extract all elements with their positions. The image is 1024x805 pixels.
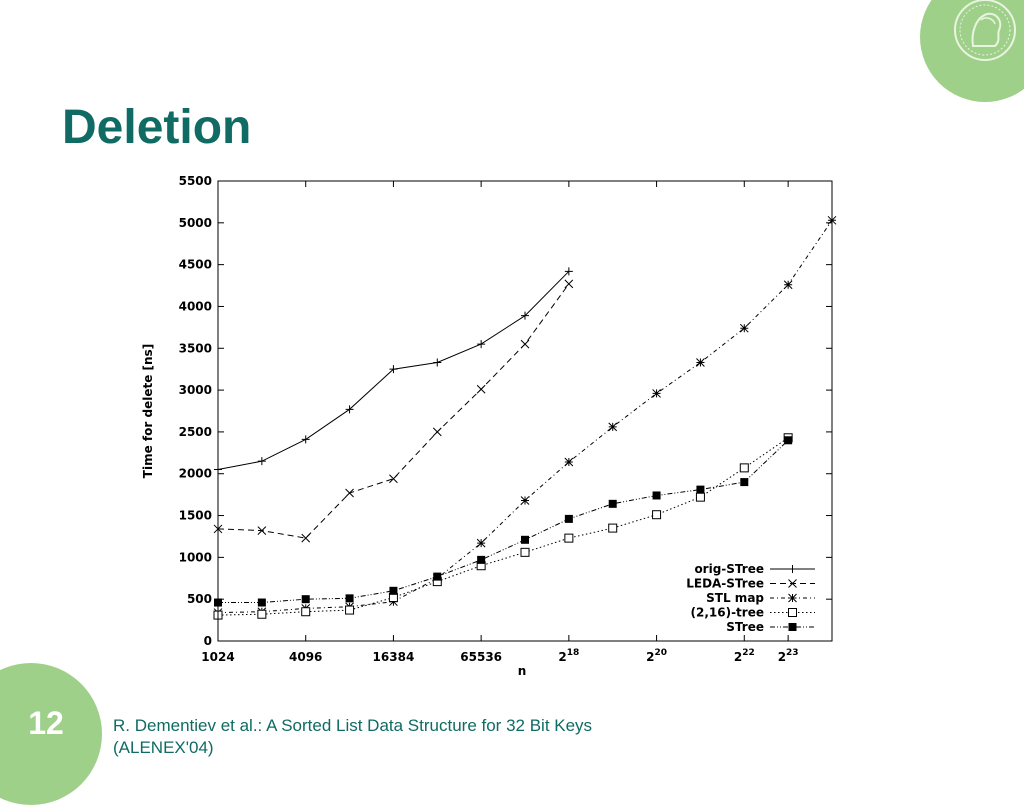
legend-marker <box>788 593 797 603</box>
x-tick-label: 220 <box>646 648 667 664</box>
data-point <box>652 491 661 500</box>
series-line <box>218 439 789 603</box>
y-tick-label: 0 <box>204 634 212 648</box>
y-tick-label: 1000 <box>179 550 212 564</box>
legend-label: (2,16)-tree <box>691 606 765 620</box>
x-tick-label: 218 <box>558 648 579 664</box>
x-axis-ticks: 1024 4096 16384 65536 218 220 222 223 <box>201 181 799 664</box>
data-point <box>257 598 266 607</box>
y-tick-label: 5000 <box>179 216 212 230</box>
data-point <box>608 523 618 533</box>
data-point <box>345 488 354 498</box>
data-point <box>301 595 310 604</box>
data-point <box>564 267 573 276</box>
data-point <box>389 474 398 484</box>
data-point <box>696 358 705 367</box>
deletion-time-chart: 0 500 1000 1500 2000 2500 3000 3500 4000 4500 5000… <box>141 174 837 678</box>
y-tick-label: 2500 <box>179 425 212 439</box>
footer-reference: R. Dementiev et al.: A Sorted List Data … <box>113 715 733 759</box>
data-point <box>389 586 398 595</box>
legend-label: STL map <box>706 591 764 605</box>
data-point <box>433 358 442 367</box>
y-tick-label: 3000 <box>179 383 212 397</box>
data-point <box>301 435 310 444</box>
y-tick-label: 5500 <box>179 174 212 188</box>
y-tick-label: 2000 <box>179 467 212 481</box>
x-tick-label: 4096 <box>289 650 322 664</box>
data-point <box>739 463 749 473</box>
data-point <box>257 609 267 619</box>
data-point <box>564 457 574 467</box>
data-point <box>476 384 486 394</box>
data-point <box>433 572 442 581</box>
data-point <box>696 485 705 494</box>
data-point <box>564 279 574 289</box>
footer-reference-line1: R. Dementiev et al.: A Sorted List Data … <box>113 716 593 735</box>
data-point <box>564 533 574 543</box>
x-tick-label: 223 <box>778 648 799 664</box>
page-number: 12 <box>28 705 64 741</box>
data-point <box>608 499 617 508</box>
data-point <box>784 436 793 445</box>
series-4 <box>213 433 793 620</box>
legend-label: STree <box>726 620 764 634</box>
legend-marker <box>788 565 797 573</box>
data-point <box>345 594 354 603</box>
data-point <box>520 547 530 557</box>
footer-reference-line2: (ALENEX'04) <box>113 738 214 757</box>
y-axis-label: Time for delete [ns] <box>141 344 155 478</box>
data-point <box>301 533 311 543</box>
y-tick-label: 500 <box>187 592 212 606</box>
legend-marker <box>788 579 797 588</box>
y-tick-label: 4500 <box>179 258 212 272</box>
y-tick-label: 3500 <box>179 341 212 355</box>
data-point <box>520 496 530 505</box>
data-point <box>432 427 442 437</box>
series-2 <box>213 279 574 543</box>
data-point <box>301 607 311 617</box>
data-point <box>345 605 355 615</box>
data-point <box>521 311 529 320</box>
seal-portrait-icon <box>954 0 1016 61</box>
x-tick-label: 1024 <box>201 650 234 664</box>
data-point <box>520 339 530 349</box>
plot-frame <box>217 180 833 642</box>
data-point <box>389 365 398 374</box>
data-point <box>652 510 662 520</box>
data-point <box>257 457 266 466</box>
series-layer <box>213 215 837 620</box>
x-tick-label: 65536 <box>460 650 502 664</box>
page-title: Deletion <box>62 101 252 154</box>
series-1 <box>214 267 573 474</box>
x-tick-label: 222 <box>734 648 755 664</box>
y-tick-label: 4000 <box>179 299 212 313</box>
data-point <box>477 340 486 349</box>
data-point <box>783 280 793 290</box>
legend-label: orig-STree <box>694 562 764 576</box>
data-point <box>652 389 661 398</box>
y-tick-label: 1500 <box>179 509 212 523</box>
x-tick-label: 16384 <box>373 650 415 664</box>
legend-label: LEDA-STree <box>686 577 764 591</box>
series-line <box>217 437 789 616</box>
legend-marker <box>788 608 797 617</box>
data-point <box>477 555 486 564</box>
data-point <box>521 535 529 544</box>
data-point <box>476 538 486 548</box>
data-point <box>564 514 573 523</box>
legend-marker <box>788 623 797 631</box>
data-point <box>257 526 267 535</box>
series-5 <box>214 436 793 607</box>
series-line <box>217 283 570 539</box>
data-point <box>739 323 749 333</box>
data-point <box>345 405 354 414</box>
x-axis-label: n <box>518 664 527 678</box>
data-point <box>608 422 618 432</box>
data-point <box>695 492 705 502</box>
data-point <box>740 478 749 487</box>
y-axis-ticks: 0 500 1000 1500 2000 2500 3000 3500 4000 4500 5000… <box>179 174 832 648</box>
